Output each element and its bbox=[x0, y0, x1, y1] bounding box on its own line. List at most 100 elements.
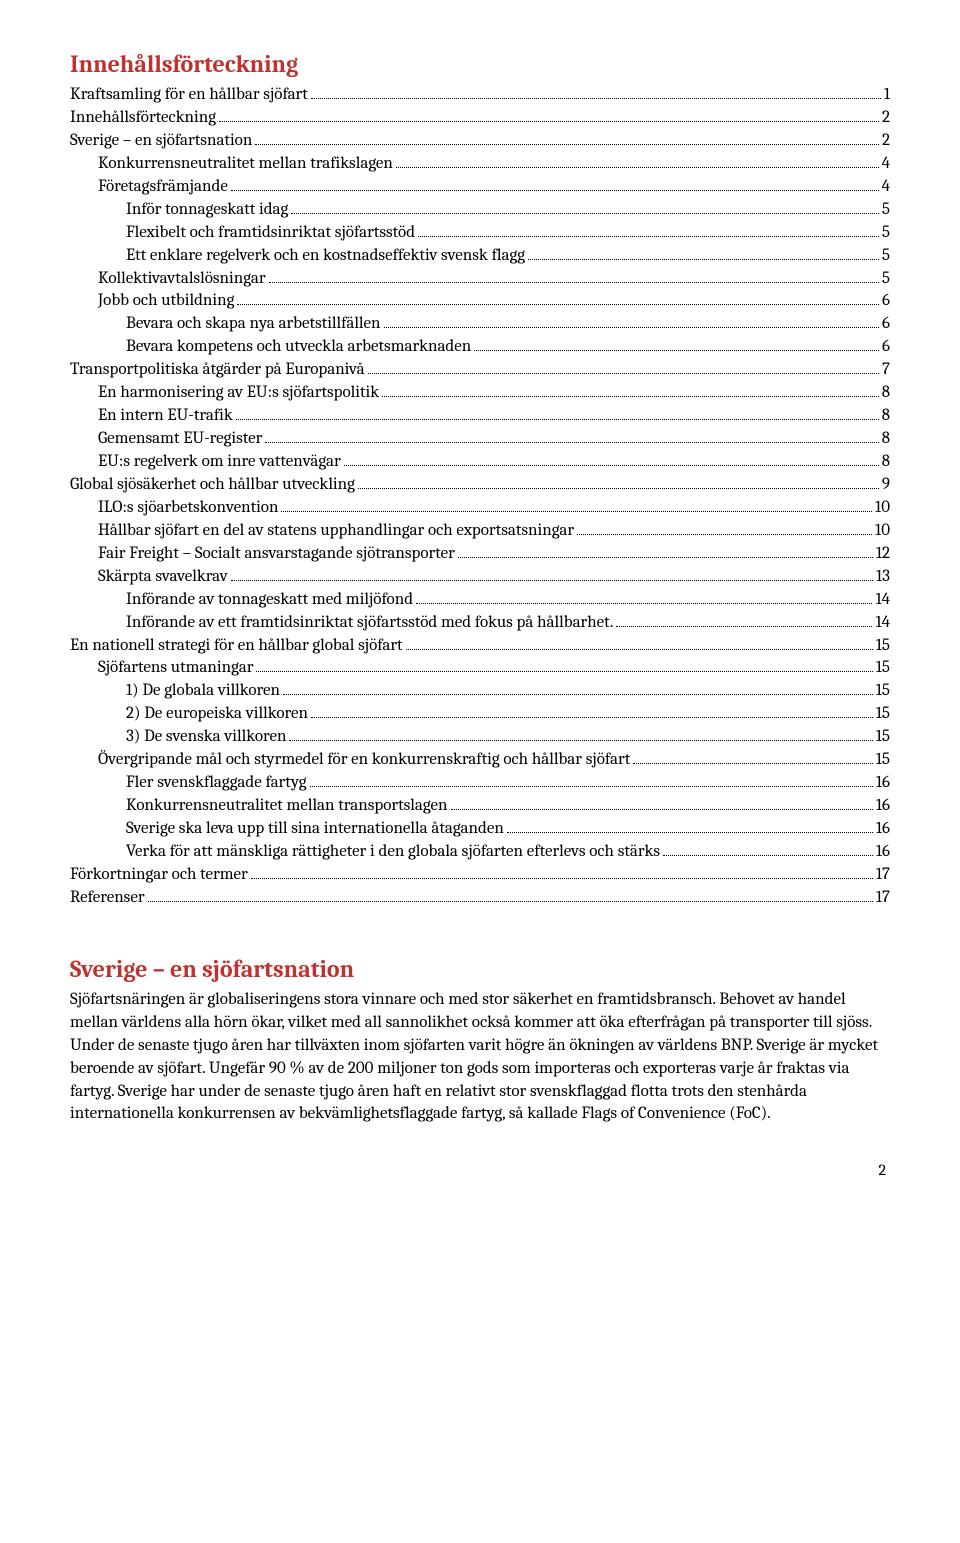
toc-row: 3) De svenska villkoren15 bbox=[70, 726, 890, 749]
toc-row: Kollektivavtalslösningar 5 bbox=[70, 268, 890, 291]
toc-leader-dots bbox=[311, 98, 881, 99]
toc-page-number: 1 bbox=[884, 84, 890, 107]
toc-page-number: 14 bbox=[875, 589, 890, 612]
toc-row: Sverige ska leva upp till sina internati… bbox=[70, 818, 890, 841]
toc-page-number: 8 bbox=[882, 405, 890, 428]
toc-page-number: 16 bbox=[876, 772, 890, 795]
toc-leader-dots bbox=[281, 511, 872, 512]
toc-row: Flexibelt och framtidsinriktat sjöfartss… bbox=[70, 222, 890, 245]
toc-label: Införande av ett framtidsinriktat sjöfar… bbox=[126, 612, 613, 635]
toc-leader-dots bbox=[256, 671, 872, 672]
toc-row: Bevara kompetens och utveckla arbetsmark… bbox=[70, 336, 890, 359]
toc-page-number: 10 bbox=[875, 520, 890, 543]
toc-label: Flexibelt och framtidsinriktat sjöfartss… bbox=[126, 222, 415, 245]
toc-leader-dots bbox=[416, 603, 872, 604]
toc-row: Global sjösäkerhet och hållbar utvecklin… bbox=[70, 474, 890, 497]
toc-label: En nationell strategi för en hållbar glo… bbox=[70, 635, 403, 658]
toc-page-number: 17 bbox=[876, 864, 890, 887]
toc-row: En nationell strategi för en hållbar glo… bbox=[70, 635, 890, 658]
toc-leader-dots bbox=[269, 282, 879, 283]
toc-row: Transportpolitiska åtgärder på Europaniv… bbox=[70, 359, 890, 382]
toc-leader-dots bbox=[251, 878, 873, 879]
toc-page-number: 2 bbox=[882, 107, 890, 130]
toc-leader-dots bbox=[451, 809, 873, 810]
toc-page-number: 6 bbox=[882, 336, 890, 359]
toc-leader-dots bbox=[474, 350, 879, 351]
toc-leader-dots bbox=[507, 832, 873, 833]
toc-page-number: 6 bbox=[882, 313, 890, 336]
toc-title: Innehållsförteckning bbox=[70, 50, 890, 78]
toc-page-number: 15 bbox=[876, 680, 890, 703]
toc-leader-dots bbox=[236, 419, 879, 420]
toc-leader-dots bbox=[283, 694, 873, 695]
toc-row: Gemensamt EU-register8 bbox=[70, 428, 890, 451]
toc-row: Skärpta svavelkrav 13 bbox=[70, 566, 890, 589]
toc-leader-dots bbox=[358, 488, 879, 489]
toc-row: Referenser 17 bbox=[70, 887, 890, 910]
table-of-contents: Kraftsamling för en hållbar sjöfart1Inne… bbox=[70, 84, 890, 910]
toc-label: Införande av tonnageskatt med miljöfond bbox=[126, 589, 413, 612]
toc-page-number: 15 bbox=[876, 635, 890, 658]
toc-leader-dots bbox=[633, 763, 872, 764]
toc-row: EU:s regelverk om inre vattenvägar8 bbox=[70, 451, 890, 474]
toc-label: Innehållsförteckning bbox=[70, 107, 216, 130]
toc-label: Referenser bbox=[70, 887, 145, 910]
toc-label: Skärpta svavelkrav bbox=[98, 566, 228, 589]
toc-row: Innehållsförteckning 2 bbox=[70, 107, 890, 130]
toc-label: Fair Freight – Socialt ansvarstagande sj… bbox=[98, 543, 455, 566]
toc-label: Sverige ska leva upp till sina internati… bbox=[126, 818, 504, 841]
toc-row: Fair Freight – Socialt ansvarstagande sj… bbox=[70, 543, 890, 566]
toc-row: Hållbar sjöfart en del av statens upphan… bbox=[70, 520, 890, 543]
toc-row: Företagsfrämjande4 bbox=[70, 176, 890, 199]
toc-leader-dots bbox=[231, 580, 873, 581]
toc-leader-dots bbox=[368, 373, 879, 374]
toc-row: Kraftsamling för en hållbar sjöfart1 bbox=[70, 84, 890, 107]
toc-leader-dots bbox=[418, 236, 879, 237]
toc-page-number: 4 bbox=[882, 176, 890, 199]
toc-leader-dots bbox=[528, 259, 879, 260]
toc-row: Konkurrensneutralitet mellan trafikslage… bbox=[70, 153, 890, 176]
toc-row: ILO:s sjöarbetskonvention 10 bbox=[70, 497, 890, 520]
toc-row: Övergripande mål och styrmedel för en ko… bbox=[70, 749, 890, 772]
toc-page-number: 6 bbox=[882, 290, 890, 313]
toc-label: Transportpolitiska åtgärder på Europaniv… bbox=[70, 359, 365, 382]
toc-row: Verka för att mänskliga rättigheter i de… bbox=[70, 841, 890, 864]
toc-leader-dots bbox=[406, 649, 873, 650]
toc-row: Fler svenskflaggade fartyg16 bbox=[70, 772, 890, 795]
toc-page-number: 13 bbox=[876, 566, 890, 589]
toc-label: Sjöfartens utmaningar bbox=[98, 657, 253, 680]
toc-label: Kollektivavtalslösningar bbox=[98, 268, 266, 291]
toc-page-number: 7 bbox=[882, 359, 890, 382]
toc-leader-dots bbox=[289, 740, 872, 741]
toc-label: Övergripande mål och styrmedel för en ko… bbox=[98, 749, 630, 772]
toc-label: ILO:s sjöarbetskonvention bbox=[98, 497, 278, 520]
toc-row: Sverige – en sjöfartsnation2 bbox=[70, 130, 890, 153]
toc-label: 3) De svenska villkoren bbox=[126, 726, 286, 749]
toc-row: Sjöfartens utmaningar15 bbox=[70, 657, 890, 680]
page-number: 2 bbox=[70, 1161, 890, 1179]
toc-leader-dots bbox=[577, 534, 872, 535]
toc-leader-dots bbox=[219, 121, 879, 122]
toc-leader-dots bbox=[311, 717, 873, 718]
toc-label: Verka för att mänskliga rättigheter i de… bbox=[126, 841, 660, 864]
toc-page-number: 15 bbox=[876, 749, 890, 772]
toc-page-number: 4 bbox=[882, 153, 890, 176]
toc-row: En intern EU-trafik 8 bbox=[70, 405, 890, 428]
section-heading: Sverige – en sjöfartsnation bbox=[70, 955, 890, 983]
toc-page-number: 8 bbox=[882, 451, 890, 474]
toc-label: En intern EU-trafik bbox=[98, 405, 233, 428]
toc-page-number: 5 bbox=[882, 199, 890, 222]
toc-page-number: 9 bbox=[882, 474, 890, 497]
toc-label: Gemensamt EU-register bbox=[98, 428, 262, 451]
toc-label: Bevara kompetens och utveckla arbetsmark… bbox=[126, 336, 471, 359]
toc-leader-dots bbox=[384, 327, 879, 328]
toc-row: Införande av ett framtidsinriktat sjöfar… bbox=[70, 612, 890, 635]
toc-row: Inför tonnageskatt idag5 bbox=[70, 199, 890, 222]
toc-row: Konkurrensneutralitet mellan transportsl… bbox=[70, 795, 890, 818]
toc-page-number: 16 bbox=[876, 795, 890, 818]
toc-leader-dots bbox=[291, 213, 879, 214]
toc-page-number: 5 bbox=[882, 268, 890, 291]
document-page: Innehållsförteckning Kraftsamling för en… bbox=[0, 0, 960, 1219]
toc-page-number: 17 bbox=[876, 887, 890, 910]
toc-page-number: 10 bbox=[875, 497, 890, 520]
